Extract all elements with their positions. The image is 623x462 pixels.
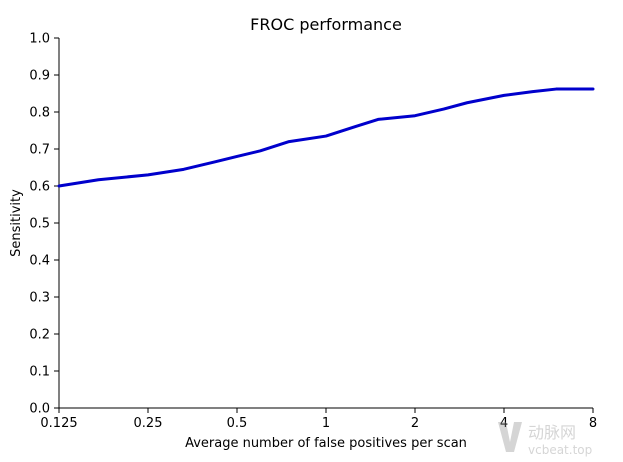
x-tick-label: 0.25 xyxy=(134,416,163,431)
series-group xyxy=(57,87,595,188)
y-tick-label: 0.9 xyxy=(29,69,50,84)
watermark-logo-icon xyxy=(498,422,522,452)
y-tick-label: 0.5 xyxy=(29,217,50,232)
y-tick-label: 0.0 xyxy=(29,402,50,417)
x-tick-label: 0.5 xyxy=(227,416,248,431)
y-axis-label: Sensitivity xyxy=(9,189,24,257)
vcbeat-watermark: 动脉网 vcbeat.top xyxy=(498,422,592,457)
y-tick-label: 1.0 xyxy=(29,32,50,47)
froc-series-line xyxy=(57,87,595,188)
y-tick-label: 0.8 xyxy=(29,106,50,121)
chart-title: FROC performance xyxy=(250,15,402,34)
x-tick-label: 1 xyxy=(322,416,330,431)
y-tick-label: 0.2 xyxy=(29,328,50,343)
watermark-url: vcbeat.top xyxy=(528,443,592,457)
y-tick-label: 0.7 xyxy=(29,143,50,158)
x-tick-label: 2 xyxy=(411,416,419,431)
y-tick-label: 0.4 xyxy=(29,254,50,269)
x-tick-label: 8 xyxy=(589,416,597,431)
y-tick-label: 0.6 xyxy=(29,180,50,195)
y-tick-label: 0.3 xyxy=(29,291,50,306)
x-tick-label: 4 xyxy=(500,416,508,431)
x-tick-label: 0.125 xyxy=(40,416,77,431)
y-tick-label: 0.1 xyxy=(29,365,50,380)
watermark-brand: 动脉网 xyxy=(528,423,576,442)
x-axis-label: Average number of false positives per sc… xyxy=(185,436,467,451)
ticks: 0.0 0.1 0.2 0.3 0.4 0.5 0.6 0.7 0.8 0.9 1.0 0.125 0.… xyxy=(29,32,597,432)
